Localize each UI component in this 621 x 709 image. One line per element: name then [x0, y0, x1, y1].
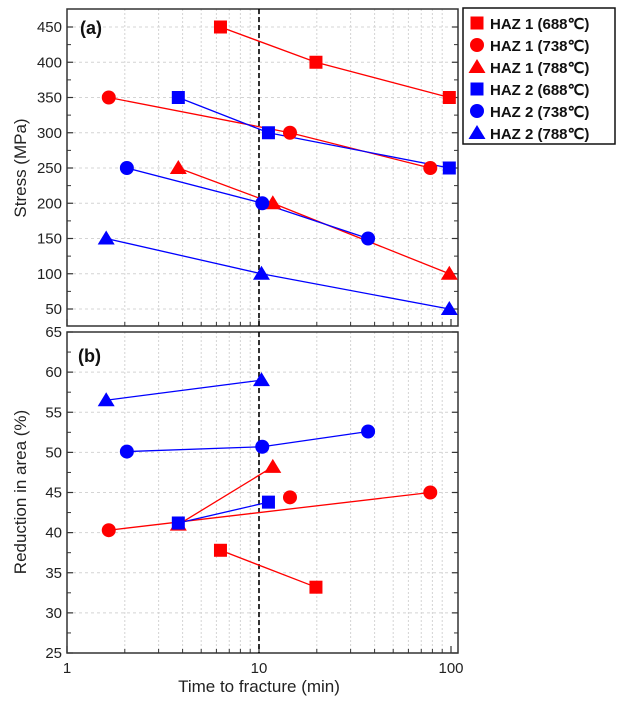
legend-label: HAZ 1 (688℃)	[490, 16, 589, 33]
data-point	[440, 265, 458, 280]
data-point	[169, 160, 187, 174]
y-tick-label: 30	[45, 605, 62, 622]
legend-marker-icon	[470, 82, 484, 96]
x-tick-label: 10	[251, 660, 268, 677]
data-point	[255, 439, 270, 454]
data-point	[97, 392, 115, 407]
y-tick-label: 60	[45, 364, 62, 381]
y-tick-label: 25	[45, 645, 62, 662]
series-line	[178, 501, 269, 524]
y-axis-title-b: Reduction in area (%)	[11, 410, 30, 574]
data-point	[361, 231, 376, 246]
data-point	[282, 125, 297, 140]
y-tick-label: 65	[45, 324, 62, 341]
data-point	[282, 490, 297, 505]
legend-marker-icon	[470, 104, 484, 118]
data-point	[119, 444, 134, 459]
x-tick-label: 100	[438, 660, 463, 677]
y-tick-label: 350	[37, 90, 62, 107]
y-tick-label: 40	[45, 525, 62, 542]
data-point	[255, 196, 270, 211]
data-point	[361, 424, 376, 439]
data-point	[442, 91, 456, 104]
data-point	[213, 543, 227, 557]
legend-label: HAZ 1 (738℃)	[490, 38, 589, 55]
x-axis: 1 10 100 Time to fracture (min)	[63, 660, 464, 696]
y-tick-label: 35	[45, 565, 62, 582]
data-point	[171, 91, 185, 104]
data-point	[119, 161, 134, 175]
legend-box	[462, 7, 616, 145]
y-axis-title-a: Stress (MPa)	[11, 118, 30, 217]
legend-label: HAZ 1 (788℃)	[490, 60, 589, 77]
data-point	[101, 90, 116, 105]
y-tick-label: 55	[45, 404, 62, 421]
series-line	[177, 466, 274, 526]
legend-marker-icon	[468, 125, 486, 139]
data-point	[423, 485, 438, 500]
series-line	[220, 549, 317, 588]
data-point	[261, 495, 275, 509]
data-point	[309, 580, 323, 594]
data-point	[171, 516, 185, 530]
panel-label-b: (b)	[78, 346, 101, 366]
data-point	[252, 265, 270, 280]
legend: HAZ 1 (688℃) HAZ 1 (738℃) HAZ 1 (788℃) H…	[462, 7, 616, 145]
series-line	[126, 430, 369, 453]
data-point	[442, 161, 456, 175]
y-tick-label: 300	[37, 125, 62, 142]
legend-label: HAZ 2 (688℃)	[490, 82, 589, 99]
data-point	[423, 161, 438, 175]
data-point	[97, 230, 115, 245]
y-tick-label: 200	[37, 195, 62, 212]
series-line	[106, 379, 262, 401]
y-tick-label: 100	[37, 266, 62, 283]
panel-a-stress: 50 100 150 200 250 300 350 400 450	[37, 8, 459, 327]
panel-label-a: (a)	[80, 18, 102, 38]
x-tick-label: 1	[63, 660, 71, 677]
y-tick-label: 150	[37, 231, 62, 248]
data-point	[440, 301, 458, 315]
data-point	[309, 55, 323, 69]
series-line	[108, 491, 431, 531]
y-tick-label: 450	[37, 19, 62, 36]
data-point	[213, 20, 227, 34]
panel-b-reduction-in-area: 25 30 35 40 45 50 55 60 65	[45, 324, 459, 662]
legend-label: HAZ 2 (788℃)	[490, 126, 589, 143]
data-point	[101, 523, 116, 538]
y-tick-label: 50	[45, 301, 62, 318]
y-tick-label: 250	[37, 160, 62, 177]
data-point	[252, 372, 270, 387]
legend-marker-icon	[470, 38, 484, 52]
y-tick-label: 45	[45, 485, 62, 502]
x-axis-title: Time to fracture (min)	[178, 677, 340, 696]
legend-label: HAZ 2 (738℃)	[490, 104, 589, 121]
legend-marker-icon	[468, 59, 486, 73]
data-point	[261, 126, 275, 140]
y-tick-label: 50	[45, 444, 62, 461]
data-point	[264, 458, 282, 473]
y-tick-label: 400	[37, 54, 62, 71]
legend-marker-icon	[470, 16, 484, 30]
